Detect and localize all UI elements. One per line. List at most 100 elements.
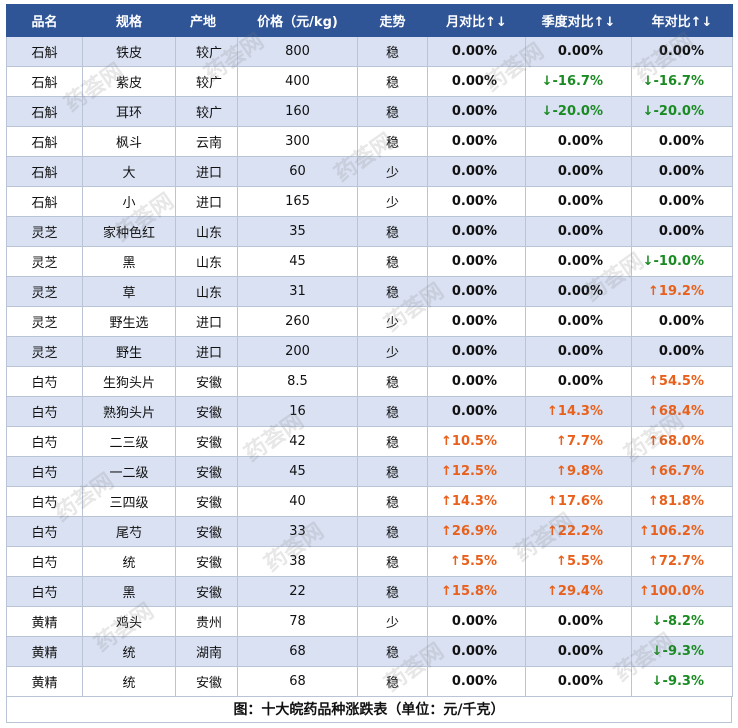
table-row: 黄精统湖南 68 稳 0.00% 0.00% ↓-9.3% xyxy=(6,636,733,667)
cell-origin: 安徽 xyxy=(175,426,238,457)
cell-name: 白芍 xyxy=(6,456,83,487)
cell-month: ↑12.5% xyxy=(427,456,526,487)
cell-quarter: 0.00% xyxy=(525,606,632,637)
cell-name: 石斛 xyxy=(6,36,83,67)
table-row: 黄精统安徽 68 稳 0.00% 0.00% ↓-9.3% xyxy=(6,666,733,697)
header-month-compare[interactable]: 月对比↑↓ xyxy=(427,4,526,37)
cell-quarter: ↓-16.7% xyxy=(525,66,632,97)
cell-name: 灵芝 xyxy=(6,216,83,247)
cell-name: 黄精 xyxy=(6,636,83,667)
cell-spec: 黑 xyxy=(82,246,176,277)
cell-origin: 进口 xyxy=(175,336,238,367)
cell-price: 260 xyxy=(237,306,358,337)
cell-name: 白芍 xyxy=(6,426,83,457)
table-row: 白芍黑安徽 22 稳 ↑15.8% ↑29.4% ↑100.0% xyxy=(6,576,733,607)
cell-name: 白芍 xyxy=(6,366,83,397)
cell-year: ↑68.4% xyxy=(631,396,733,427)
table-row: 白芍 三四级 安徽 40 稳 ↑14.3% ↑17.6% ↑81.8% xyxy=(6,486,733,517)
cell-spec: 草 xyxy=(82,276,176,307)
cell-quarter: 0.00% xyxy=(525,216,632,247)
table-row: 白芍 熟狗头片 安徽 16 稳 0.00% ↑14.3% ↑68.4% xyxy=(6,396,733,427)
cell-year: ↑19.2% xyxy=(631,276,733,307)
cell-year: ↑68.0% xyxy=(631,426,733,457)
cell-trend: 稳 xyxy=(357,426,428,457)
cell-quarter: ↑22.2% xyxy=(525,516,632,547)
header-year-compare[interactable]: 年对比↑↓ xyxy=(631,4,733,37)
cell-month: 0.00% xyxy=(427,246,526,277)
cell-name: 灵芝 xyxy=(6,276,83,307)
cell-quarter: ↑9.8% xyxy=(525,456,632,487)
cell-origin: 安徽 xyxy=(175,456,238,487)
cell-price: 40 xyxy=(237,486,358,517)
cell-year: ↓-8.2% xyxy=(631,606,733,637)
cell-name: 白芍 xyxy=(6,576,83,607)
cell-spec: 统 xyxy=(82,666,176,697)
cell-trend: 稳 xyxy=(357,276,428,307)
cell-month: ↑10.5% xyxy=(427,426,526,457)
cell-origin: 贵州 xyxy=(175,606,238,637)
cell-quarter: ↑17.6% xyxy=(525,486,632,517)
cell-origin: 山东 xyxy=(175,276,238,307)
cell-name: 石斛 xyxy=(6,156,83,187)
table-row: 石斛 铁皮 较广 800 稳 0.00% 0.00% 0.00% xyxy=(6,36,733,67)
cell-spec: 生狗头片 xyxy=(82,366,176,397)
cell-origin: 安徽 xyxy=(175,666,238,697)
table-row: 灵芝黑山东 45 稳 0.00% 0.00% ↓-10.0% xyxy=(6,246,733,277)
cell-trend: 稳 xyxy=(357,456,428,487)
cell-name: 白芍 xyxy=(6,396,83,427)
cell-month: 0.00% xyxy=(427,366,526,397)
cell-name: 石斛 xyxy=(6,126,83,157)
cell-name: 黄精 xyxy=(6,606,83,637)
cell-quarter: ↓-20.0% xyxy=(525,96,632,127)
cell-name: 灵芝 xyxy=(6,336,83,367)
cell-quarter: 0.00% xyxy=(525,126,632,157)
cell-spec: 家种色红 xyxy=(82,216,176,247)
header-spec: 规格 xyxy=(82,4,176,37)
table-row: 石斛小进口 165 少 0.00% 0.00% 0.00% xyxy=(6,186,733,217)
cell-price: 400 xyxy=(237,66,358,97)
header-quarter-compare[interactable]: 季度对比↑↓ xyxy=(525,4,632,37)
cell-quarter: 0.00% xyxy=(525,666,632,697)
cell-origin: 安徽 xyxy=(175,546,238,577)
cell-origin: 较广 xyxy=(175,36,238,67)
cell-month: ↑5.5% xyxy=(427,546,526,577)
cell-trend: 稳 xyxy=(357,216,428,247)
cell-trend: 少 xyxy=(357,186,428,217)
header-origin: 产地 xyxy=(175,4,238,37)
cell-quarter: 0.00% xyxy=(525,156,632,187)
cell-quarter: ↑29.4% xyxy=(525,576,632,607)
price-table-container: 品名 规格 产地 价格（元/kg) 走势 月对比↑↓ 季度对比↑↓ 年对比↑↓ … xyxy=(6,4,733,697)
cell-year: ↓-20.0% xyxy=(631,96,733,127)
cell-spec: 二三级 xyxy=(82,426,176,457)
cell-origin: 安徽 xyxy=(175,396,238,427)
cell-trend: 稳 xyxy=(357,366,428,397)
cell-month: 0.00% xyxy=(427,306,526,337)
cell-spec: 紫皮 xyxy=(82,66,176,97)
cell-origin: 云南 xyxy=(175,126,238,157)
cell-spec: 一二级 xyxy=(82,456,176,487)
cell-quarter: ↑14.3% xyxy=(525,396,632,427)
cell-month: 0.00% xyxy=(427,156,526,187)
cell-origin: 湖南 xyxy=(175,636,238,667)
cell-year: 0.00% xyxy=(631,306,733,337)
cell-quarter: 0.00% xyxy=(525,636,632,667)
cell-name: 石斛 xyxy=(6,96,83,127)
cell-origin: 安徽 xyxy=(175,516,238,547)
cell-month: 0.00% xyxy=(427,636,526,667)
cell-year: ↑81.8% xyxy=(631,486,733,517)
cell-origin: 较广 xyxy=(175,66,238,97)
table-row: 石斛 耳环 较广 160 稳 0.00% ↓-20.0% ↓-20.0% xyxy=(6,96,733,127)
table-row: 灵芝草山东 31 稳 0.00% 0.00% ↑19.2% xyxy=(6,276,733,307)
cell-name: 灵芝 xyxy=(6,306,83,337)
cell-price: 160 xyxy=(237,96,358,127)
cell-trend: 稳 xyxy=(357,246,428,277)
cell-year: ↓-9.3% xyxy=(631,636,733,667)
cell-name: 白芍 xyxy=(6,486,83,517)
cell-price: 16 xyxy=(237,396,358,427)
cell-month: 0.00% xyxy=(427,66,526,97)
header-price: 价格（元/kg) xyxy=(237,4,358,37)
cell-trend: 稳 xyxy=(357,576,428,607)
cell-spec: 野生 xyxy=(82,336,176,367)
cell-name: 白芍 xyxy=(6,546,83,577)
cell-price: 31 xyxy=(237,276,358,307)
